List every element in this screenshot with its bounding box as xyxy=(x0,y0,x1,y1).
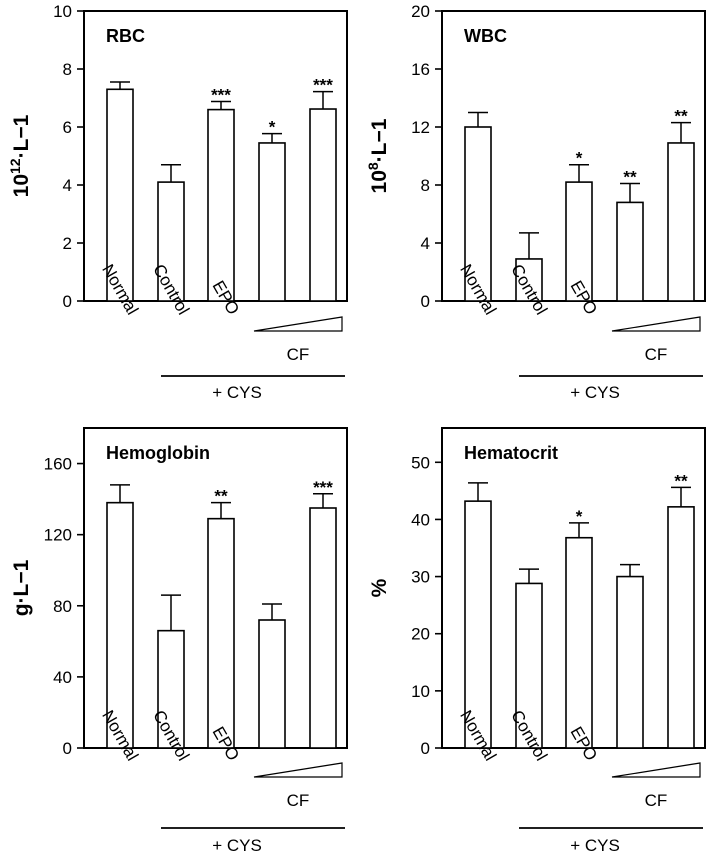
cf-dose-wedge xyxy=(611,316,701,332)
significance-marker: ** xyxy=(623,168,637,187)
y-tick-label: 4 xyxy=(63,176,72,195)
cf-dose-wedge xyxy=(611,762,701,778)
bar xyxy=(667,142,695,302)
y-axis-label-unit: ·L−1 xyxy=(368,118,391,162)
significance-marker: ** xyxy=(674,471,688,490)
bar xyxy=(258,619,286,749)
y-axis-label-unit: ·L−1 xyxy=(10,114,33,158)
significance-marker: ** xyxy=(214,487,228,506)
y-axis-label-base: % xyxy=(368,578,391,597)
significance-marker: * xyxy=(576,149,583,168)
y-tick-label: 40 xyxy=(411,510,430,529)
bar xyxy=(207,517,235,749)
significance-marker: * xyxy=(269,118,276,137)
y-tick-label: 8 xyxy=(63,60,72,79)
y-axis-label: 1012·L−1 xyxy=(7,114,33,197)
y-tick-label: 0 xyxy=(421,739,430,758)
cys-group-label: + CYS xyxy=(212,836,262,855)
x-category-label: Normal xyxy=(98,261,142,318)
cys-group-label: + CYS xyxy=(570,383,620,402)
y-tick-label: 120 xyxy=(44,526,72,545)
significance-marker: ** xyxy=(674,107,688,126)
x-category-label: Normal xyxy=(456,707,500,764)
cf-dose-wedge xyxy=(253,316,343,332)
cf-dose-wedge xyxy=(253,762,343,778)
x-category-label: Control xyxy=(149,261,193,318)
bar xyxy=(309,108,337,302)
bar xyxy=(616,575,644,749)
y-axis-label: % xyxy=(368,578,391,597)
cys-group-label: + CYS xyxy=(212,383,262,402)
x-category-label: Normal xyxy=(98,707,142,764)
y-tick-label: 80 xyxy=(53,597,72,616)
y-tick-label: 4 xyxy=(421,234,430,253)
bar xyxy=(258,142,286,302)
y-tick-label: 40 xyxy=(53,668,72,687)
y-tick-label: 0 xyxy=(63,739,72,758)
cf-label: CF xyxy=(645,345,668,364)
significance-marker: * xyxy=(576,507,583,526)
y-tick-label: 12 xyxy=(411,118,430,137)
y-axis-label-exponent: 12 xyxy=(7,158,23,174)
y-tick-label: 30 xyxy=(411,568,430,587)
bar xyxy=(616,201,644,302)
x-category-label: Control xyxy=(507,707,551,764)
y-axis-label: g·L−1 xyxy=(10,559,33,616)
y-tick-label: 20 xyxy=(411,2,430,21)
chart-title: Hematocrit xyxy=(464,443,558,463)
y-tick-label: 10 xyxy=(53,2,72,21)
y-tick-label: 16 xyxy=(411,60,430,79)
y-axis-label-base: g·L−1 xyxy=(10,559,33,616)
cf-label: CF xyxy=(287,345,310,364)
y-tick-label: 8 xyxy=(421,176,430,195)
y-tick-label: 2 xyxy=(63,234,72,253)
bar xyxy=(565,181,593,302)
bar xyxy=(667,506,695,749)
chart-title: RBC xyxy=(106,26,145,46)
y-tick-label: 20 xyxy=(411,625,430,644)
bar xyxy=(565,536,593,749)
y-tick-label: 10 xyxy=(411,682,430,701)
x-category-label: Normal xyxy=(456,261,500,318)
x-category-label: Control xyxy=(507,261,551,318)
y-axis-label: 108·L−1 xyxy=(365,118,391,193)
cf-label: CF xyxy=(645,791,668,810)
significance-marker: *** xyxy=(211,85,231,104)
y-axis-label-base: 10 xyxy=(368,170,391,193)
chart-title: WBC xyxy=(464,26,507,46)
bar xyxy=(309,507,337,749)
bar xyxy=(207,108,235,302)
y-tick-label: 160 xyxy=(44,455,72,474)
bar xyxy=(464,126,492,302)
x-category-label: Control xyxy=(149,707,193,764)
significance-marker: *** xyxy=(313,478,333,497)
cf-label: CF xyxy=(287,791,310,810)
bar xyxy=(515,258,543,302)
bar xyxy=(157,629,185,749)
significance-marker: *** xyxy=(313,76,333,95)
y-tick-label: 0 xyxy=(63,292,72,311)
y-tick-label: 6 xyxy=(63,118,72,137)
y-axis-label-exponent: 8 xyxy=(365,162,381,170)
y-tick-label: 0 xyxy=(421,292,430,311)
cys-group-label: + CYS xyxy=(570,836,620,855)
chart-title: Hemoglobin xyxy=(106,443,210,463)
y-axis-label-base: 10 xyxy=(10,174,33,197)
y-tick-label: 50 xyxy=(411,453,430,472)
